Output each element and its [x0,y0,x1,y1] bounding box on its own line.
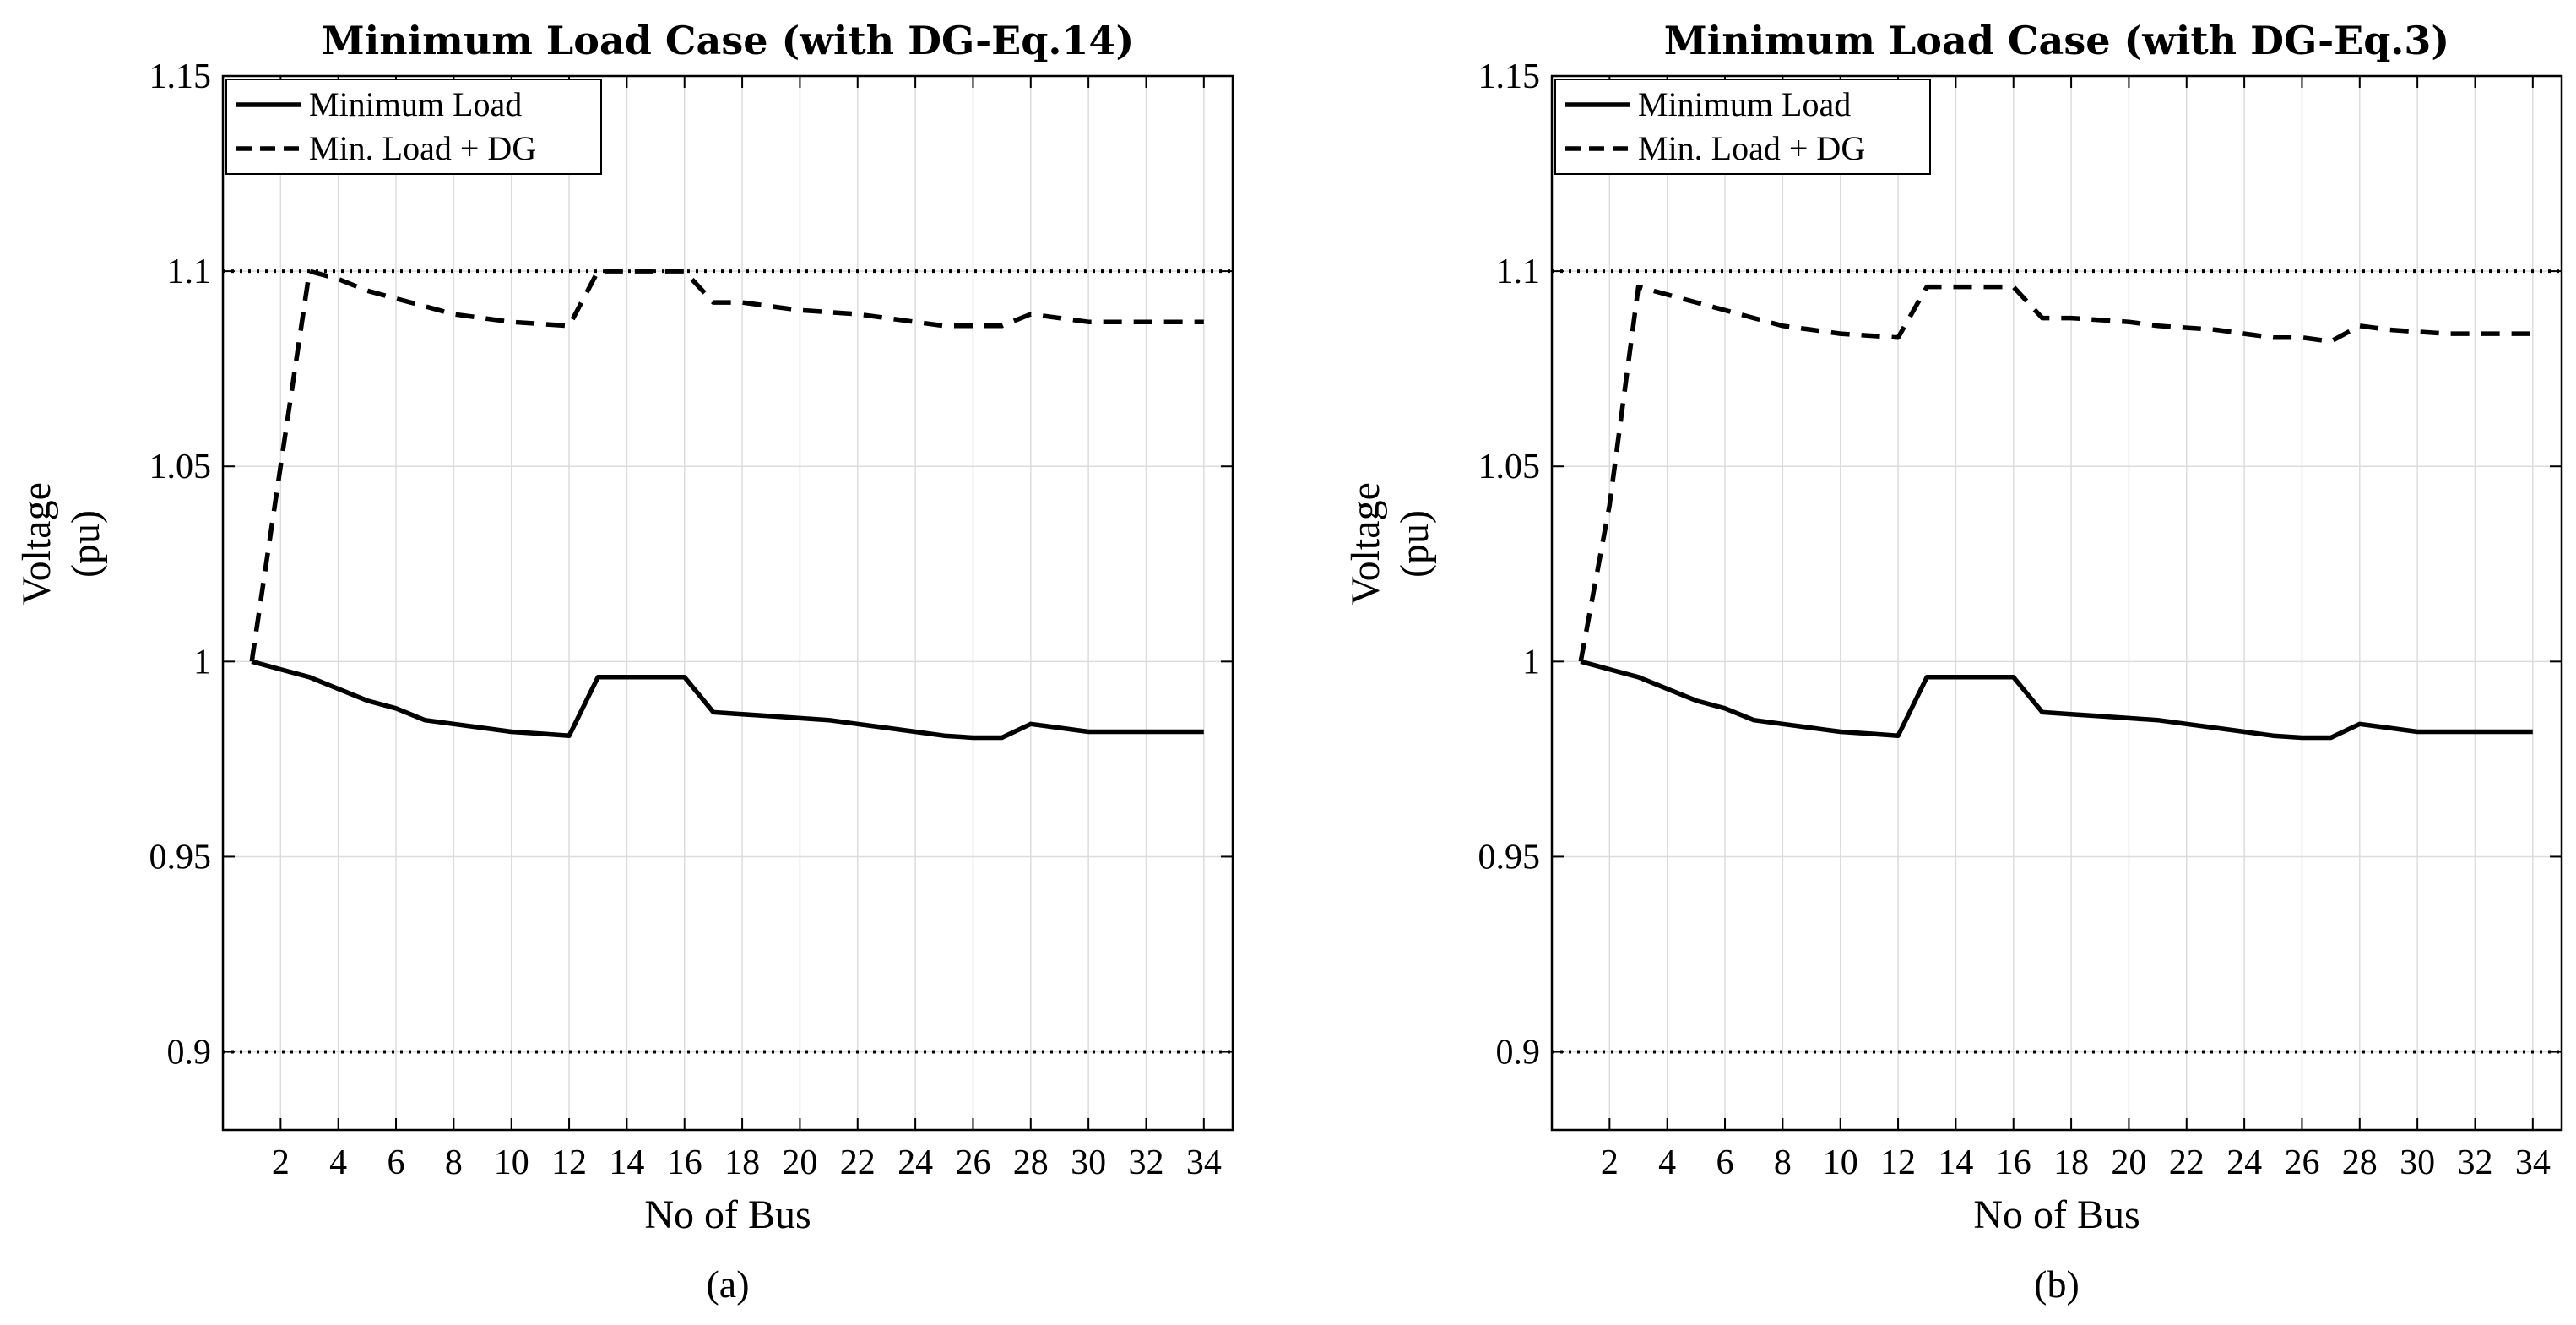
x-tick-label: 30 [1071,1143,1106,1182]
y-tick-label: 0.95 [1478,838,1541,877]
legend: Minimum Load Min. Load + DG [1554,79,1931,175]
x-tick-label: 34 [2515,1143,2551,1182]
y-tick-label: 0.9 [1496,1034,1541,1072]
legend-box [225,79,602,175]
y-axis-label: Voltage (pu) [1343,482,1437,605]
x-tick-label: 2 [272,1143,290,1182]
legend-label: Min. Load + DG [309,129,536,167]
x-tick-label: 20 [782,1143,817,1182]
x-axis-label: No of Bus [1973,1192,2139,1237]
x-tick-label: 4 [329,1143,347,1182]
x-tick-label: 4 [1658,1143,1676,1182]
legend-label: Minimum Load [1638,85,1851,123]
x-tick-label: 16 [667,1143,702,1182]
x-tick-label: 8 [1774,1143,1792,1182]
chart-a: 2 4 6 8 10 12 14 16 18 20 22 24 26 28 30 32 340.90.9511.… [14,18,1234,1306]
chart-b: 2 4 6 8 10 12 14 16 18 20 22 24 26 28 30 32 340.90.9511.… [1343,18,2563,1306]
x-tick-label: 14 [1938,1143,1973,1182]
axes-frame [221,74,1234,1132]
figure-caption: (b) [2034,1263,2080,1306]
y-tick-label: 0.95 [149,838,212,877]
y-tick-label: 1.1 [167,253,212,291]
x-tick-label: 10 [494,1143,529,1182]
x-tick-label: 22 [840,1143,876,1182]
chart-title: Minimum Load Case (with DG-Eq.3) [1664,18,2449,63]
legend-label: Min. Load + DG [1638,129,1865,167]
x-tick-label: 8 [445,1143,463,1182]
figure-caption: (a) [706,1263,749,1306]
x-tick-label: 12 [551,1143,587,1182]
x-tick-label: 30 [2400,1143,2435,1182]
legend-box [1554,79,1931,175]
y-tick-label: 1.05 [1478,448,1541,486]
x-tick-label: 12 [1880,1143,1916,1182]
x-tick-label: 26 [955,1143,990,1182]
y-tick-label: 1 [193,643,211,682]
axes-frame [1550,74,2563,1132]
x-tick-label: 28 [1013,1143,1049,1182]
plot-area [223,76,1233,1130]
x-tick-label: 34 [1186,1143,1222,1182]
series-line-minimum-load [1580,659,2533,741]
chart-title: Minimum Load Case (with DG-Eq.14) [322,18,1134,63]
y-tick-label: 1.05 [149,448,212,486]
y-tick-label: 1.15 [1478,57,1541,96]
y-axis-label-line: (pu) [1392,510,1437,578]
x-axis-label: No of Bus [644,1192,811,1237]
y-tick-label: 1.1 [1496,253,1541,291]
x-tick-label: 6 [388,1143,405,1182]
series-line-min-load-dg [1578,284,2533,662]
y-tick-label: 1 [1522,643,1540,682]
x-tick-label: 24 [898,1143,933,1182]
x-tick-label: 18 [2053,1143,2089,1182]
y-tick-label: 1.15 [149,57,212,96]
x-tick-label: 26 [2284,1143,2319,1182]
series-line-minimum-load [251,659,1204,741]
y-axis-label-line: Voltage [1343,482,1388,605]
y-axis-label-line: (pu) [63,510,108,578]
y-tick-label: 0.9 [167,1034,212,1072]
x-tick-label: 14 [609,1143,644,1182]
x-tick-label: 10 [1823,1143,1858,1182]
legend-label: Minimum Load [309,85,522,123]
series-line-min-load-dg [249,269,1204,662]
x-tick-label: 18 [724,1143,760,1182]
x-tick-label: 22 [2169,1143,2205,1182]
plot-area [1552,76,2562,1130]
x-tick-label: 2 [1601,1143,1619,1182]
legend: Minimum Load Min. Load + DG [225,79,602,175]
y-axis-label-line: Voltage [14,482,59,605]
x-tick-label: 32 [2457,1143,2492,1182]
x-tick-label: 6 [1716,1143,1734,1182]
x-tick-label: 16 [1996,1143,2031,1182]
y-axis-label: Voltage (pu) [14,482,108,605]
x-tick-label: 32 [1128,1143,1163,1182]
x-tick-label: 20 [2111,1143,2146,1182]
x-tick-label: 24 [2226,1143,2262,1182]
x-tick-label: 28 [2342,1143,2378,1182]
